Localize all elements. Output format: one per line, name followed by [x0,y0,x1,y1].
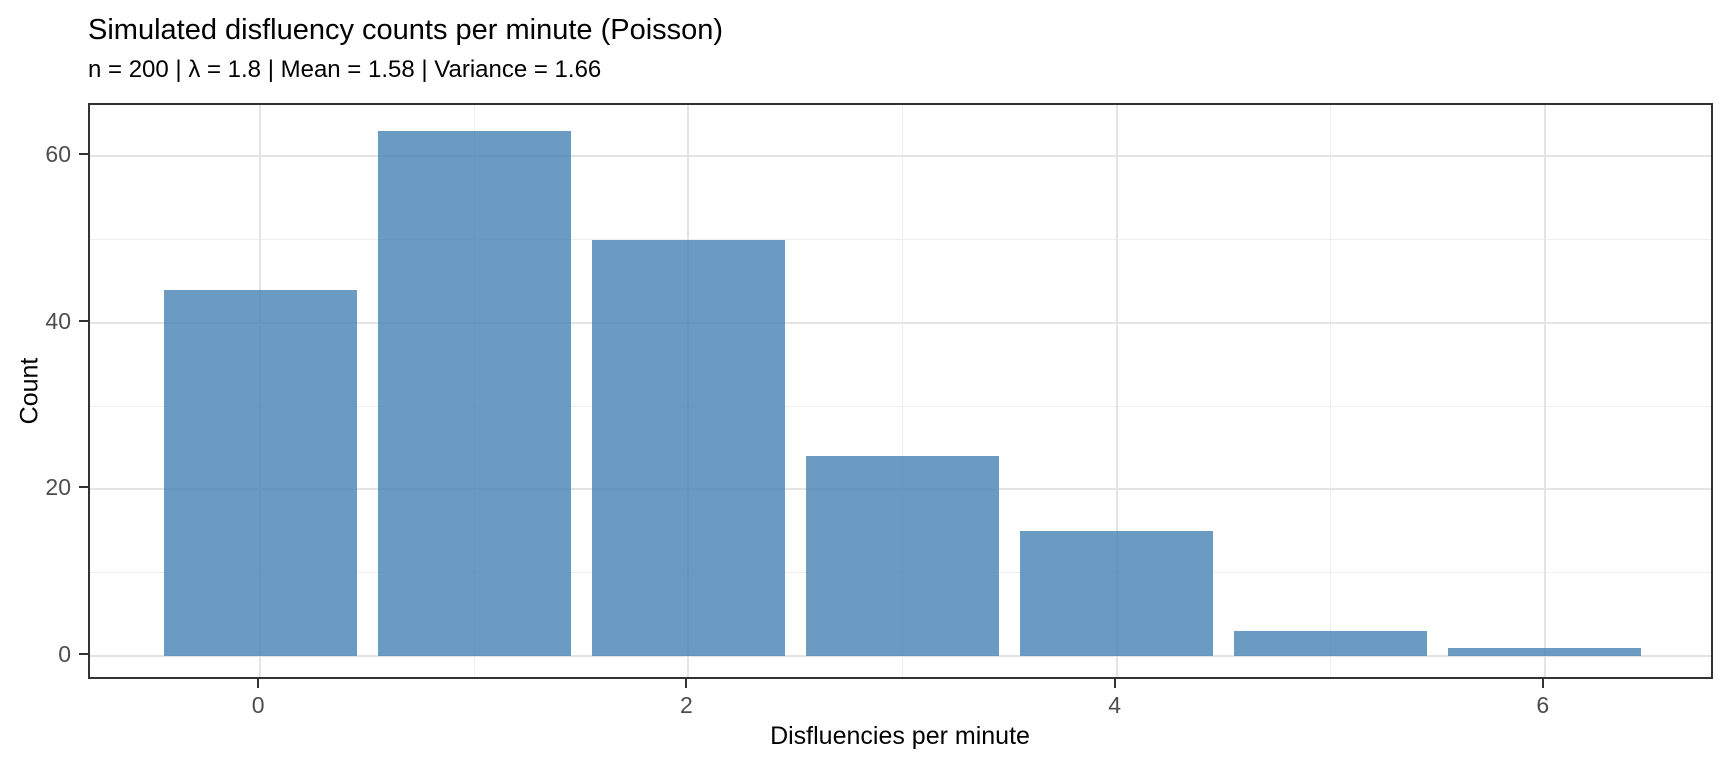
y-tick-label: 0 [58,641,71,667]
x-axis-tick [1541,679,1544,688]
x-tick-label: 0 [251,692,265,718]
plot-panel [88,103,1713,679]
y-axis-tick [79,319,88,322]
y-tick-label: 60 [45,141,71,168]
y-minor-gridline [90,239,1711,241]
x-tick-label: 2 [679,692,693,718]
y-tick-label: 40 [45,307,71,334]
x-axis-tick [1113,679,1116,688]
y-major-gridline [90,155,1711,158]
y-axis-tick [79,153,88,156]
x-axis-title: Disfluencies per minute [770,722,1030,750]
chart-subtitle: n = 200 | λ = 1.8 | Mean = 1.58 | Varian… [88,56,602,83]
histogram-bar-x1 [377,131,571,656]
x-major-gridline [1543,105,1546,677]
y-major-gridline [90,321,1711,324]
x-minor-gridline [1330,105,1332,677]
histogram-bar-x0 [163,289,357,656]
y-axis-tick [79,486,88,489]
histogram-bar-x2 [592,239,785,656]
histogram-bar-x6 [1448,647,1642,656]
x-axis-tick [685,679,688,688]
x-tick-label: 6 [1536,692,1550,718]
chart-title: Simulated disfluency counts per minute (… [88,14,724,46]
y-axis-title: Count [15,357,44,425]
x-minor-gridline [902,105,903,677]
histogram-bar-x3 [806,456,999,656]
y-tick-label: 20 [45,474,71,501]
y-axis-tick [79,653,88,655]
histogram-bar-x4 [1020,531,1213,656]
x-axis-tick [257,679,260,688]
x-tick-label: 4 [1108,692,1121,718]
y-minor-gridline [90,405,1711,407]
y-major-gridline [90,655,1711,657]
x-major-gridline [1115,105,1118,677]
histogram-bar-x5 [1234,631,1428,656]
